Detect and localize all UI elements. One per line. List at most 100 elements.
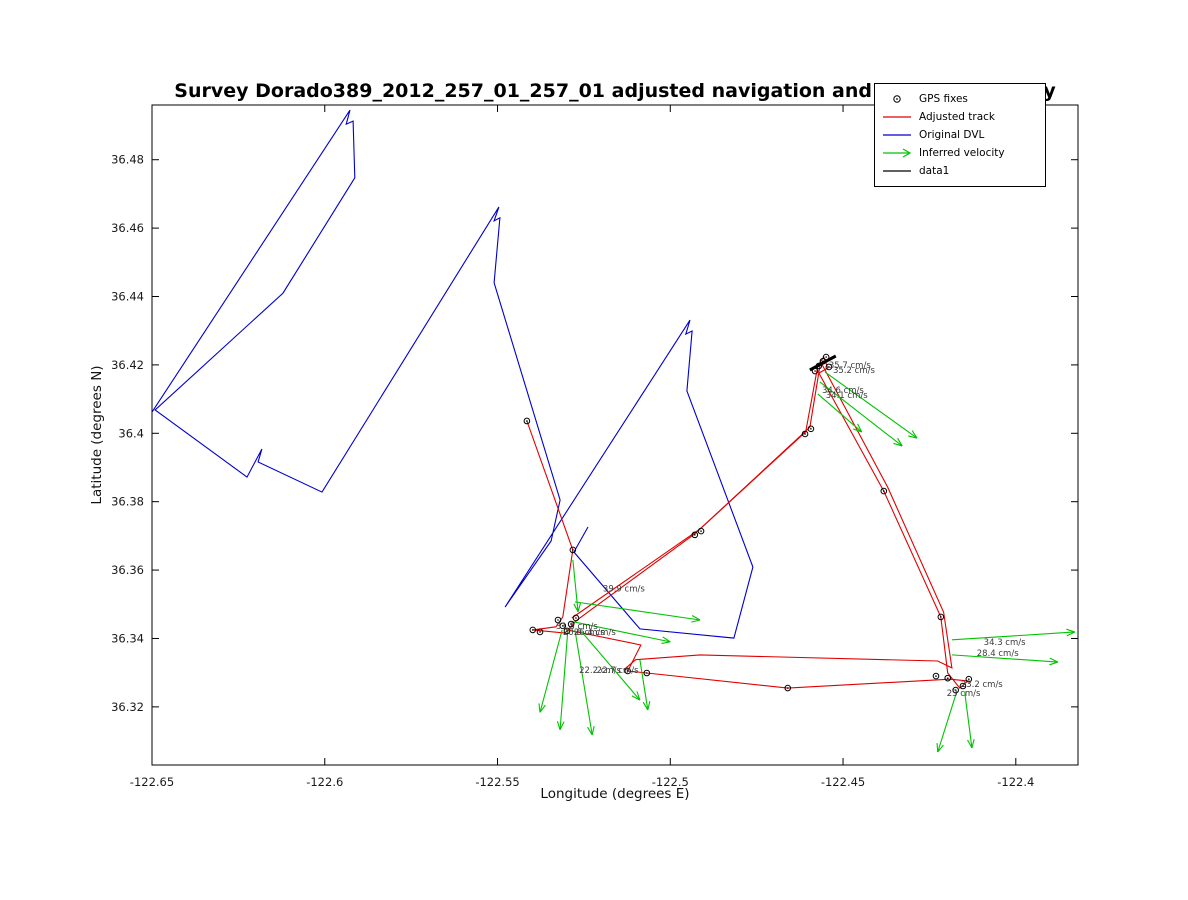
- gps-fix-marker: [523, 417, 531, 425]
- gps-fix-marker: [932, 672, 940, 680]
- gps-fix-marker-dot: [883, 490, 885, 492]
- legend-item-inferred-velocity: Inferred velocity: [882, 144, 1038, 162]
- y-axis-label: Latitude (degrees N): [89, 365, 105, 505]
- gps-fix-marker: [536, 628, 544, 636]
- gps-fix-marker-dot: [962, 685, 964, 687]
- y-tick-label: 36.42: [111, 358, 144, 372]
- y-tick-label: 36.36: [111, 563, 144, 577]
- velocity-arrow-shaft: [817, 393, 863, 433]
- gps-fix-marker: [801, 430, 809, 438]
- velocity-annotation: 31.3 cm/s: [556, 622, 598, 632]
- velocity-arrow-shaft: [819, 381, 903, 447]
- gps-fix-marker-dot: [557, 619, 559, 621]
- velocity-arrow-head: [853, 428, 862, 433]
- velocity-arrow-head: [559, 721, 565, 731]
- gps-fix-marker-dot: [575, 617, 577, 619]
- gps-fix-marker: [815, 362, 823, 370]
- legend-item-adjusted-track: Adjusted track: [882, 108, 1038, 126]
- gps-fix-marker-dot: [954, 689, 957, 691]
- gps-fix-marker-dot: [822, 360, 824, 362]
- legend: GPS fixes Adjusted track Original DVL In…: [874, 83, 1046, 187]
- gps-fix-marker: [569, 546, 577, 554]
- gps-fix-marker: [691, 531, 699, 539]
- velocity-arrow-shaft: [951, 631, 1075, 641]
- legend-label-inferred-velocity: Inferred velocity: [919, 147, 1005, 159]
- velocity-arrow-head: [662, 636, 671, 643]
- x-tick-label: -122.65: [130, 775, 174, 789]
- velocity-arrow-shaft: [937, 691, 958, 753]
- velocity-annotation: 26.4 cm/s: [574, 628, 616, 638]
- gps-fix-marker-dot: [814, 370, 816, 372]
- y-tick-label: 36.38: [111, 495, 144, 509]
- gps-fix-marker: [952, 686, 959, 694]
- data1-segment: [809, 354, 837, 372]
- adjusted-track-return-leg--track: [571, 360, 953, 671]
- gps-fix-marker: [624, 667, 632, 675]
- gps-fix-marker-dot: [626, 670, 629, 672]
- adjusted-track-line-icon: [882, 111, 912, 123]
- gps-fix-marker: [880, 487, 888, 495]
- gps-fix-marker: [563, 627, 571, 635]
- velocity-arrow-head: [1049, 661, 1059, 666]
- velocity-annotation: 39.9 cm/s: [603, 585, 645, 595]
- data1-line-icon: [882, 165, 912, 177]
- velocity-arrow-head: [897, 437, 903, 447]
- velocity-annotation: 34.3 cm/s: [984, 638, 1026, 648]
- gps-fix-marker-dot: [572, 549, 574, 551]
- y-tick-label: 36.4: [118, 426, 144, 440]
- gps-fix-marker: [554, 616, 562, 624]
- y-tick-label: 36.46: [111, 221, 144, 235]
- velocity-annotation: 28.4 cm/s: [977, 649, 1019, 659]
- velocity-annotation: 34.1 cm/s: [826, 391, 868, 401]
- velocity-arrow-head: [577, 602, 582, 612]
- gps-fix-marker: [529, 626, 537, 634]
- velocity-arrow-shaft: [824, 371, 918, 439]
- velocity-arrow-head: [691, 615, 701, 621]
- legend-label-adjusted-track: Adjusted track: [919, 111, 996, 123]
- gps-fix-marker-dot: [804, 433, 806, 435]
- adjusted-track-track: [526, 355, 970, 689]
- velocity-arrow-head: [937, 744, 944, 753]
- velocity-arrow-head: [893, 442, 903, 447]
- gps-fix-marker-dot: [570, 623, 572, 625]
- velocity-arrow-head: [538, 703, 541, 713]
- velocity-arrow-head: [556, 721, 561, 730]
- velocity-arrow-head: [857, 423, 863, 433]
- velocity-arrow-shaft: [581, 631, 641, 701]
- gps-fix-marker: [822, 353, 830, 361]
- gps-fix-marker-dot: [940, 616, 942, 618]
- gps-fix-marker-dot: [645, 672, 648, 674]
- gps-fix-marker-dot: [700, 530, 702, 532]
- velocity-arrow-shaft: [639, 659, 649, 711]
- gps-fix-marker-dot: [810, 428, 812, 430]
- velocity-arrow-head: [1049, 657, 1059, 663]
- x-axis-label: Longitude (degrees E): [540, 786, 690, 802]
- gps-fix-marker-dot: [566, 630, 568, 632]
- y-tick-label: 36.48: [111, 153, 144, 167]
- gps-fix-marker-dot: [531, 629, 534, 631]
- velocity-annotation: 35.2 cm/s: [833, 366, 875, 376]
- gps-fix-marker: [959, 682, 967, 690]
- velocity-arrow-head: [908, 435, 918, 439]
- x-tick-label: -122.4: [997, 775, 1034, 789]
- velocity-arrow-shaft: [964, 691, 973, 748]
- y-tick-label: 36.34: [111, 631, 144, 645]
- velocity-arrow-head: [691, 619, 701, 623]
- x-tick-label: -122.6: [306, 775, 343, 789]
- legend-label-data1: data1: [919, 165, 950, 177]
- x-tick-label: -122.5: [652, 775, 689, 789]
- velocity-arrow-head: [971, 739, 975, 749]
- gps-fix-marker-dot: [694, 534, 696, 536]
- gps-fix-marker-dot: [818, 365, 820, 367]
- velocity-annotation: 22.7 cm/s: [597, 666, 639, 676]
- axes-box: [151, 104, 1079, 766]
- gps-fix-marker: [807, 425, 815, 433]
- velocity-arrow-head: [911, 430, 918, 439]
- velocity-arrow-shaft: [572, 559, 579, 612]
- velocity-arrow-head: [1066, 628, 1076, 633]
- velocity-arrow-head: [967, 739, 973, 749]
- y-tick-label: 36.32: [111, 700, 144, 714]
- velocity-annotation: 23 cm/s: [947, 689, 981, 699]
